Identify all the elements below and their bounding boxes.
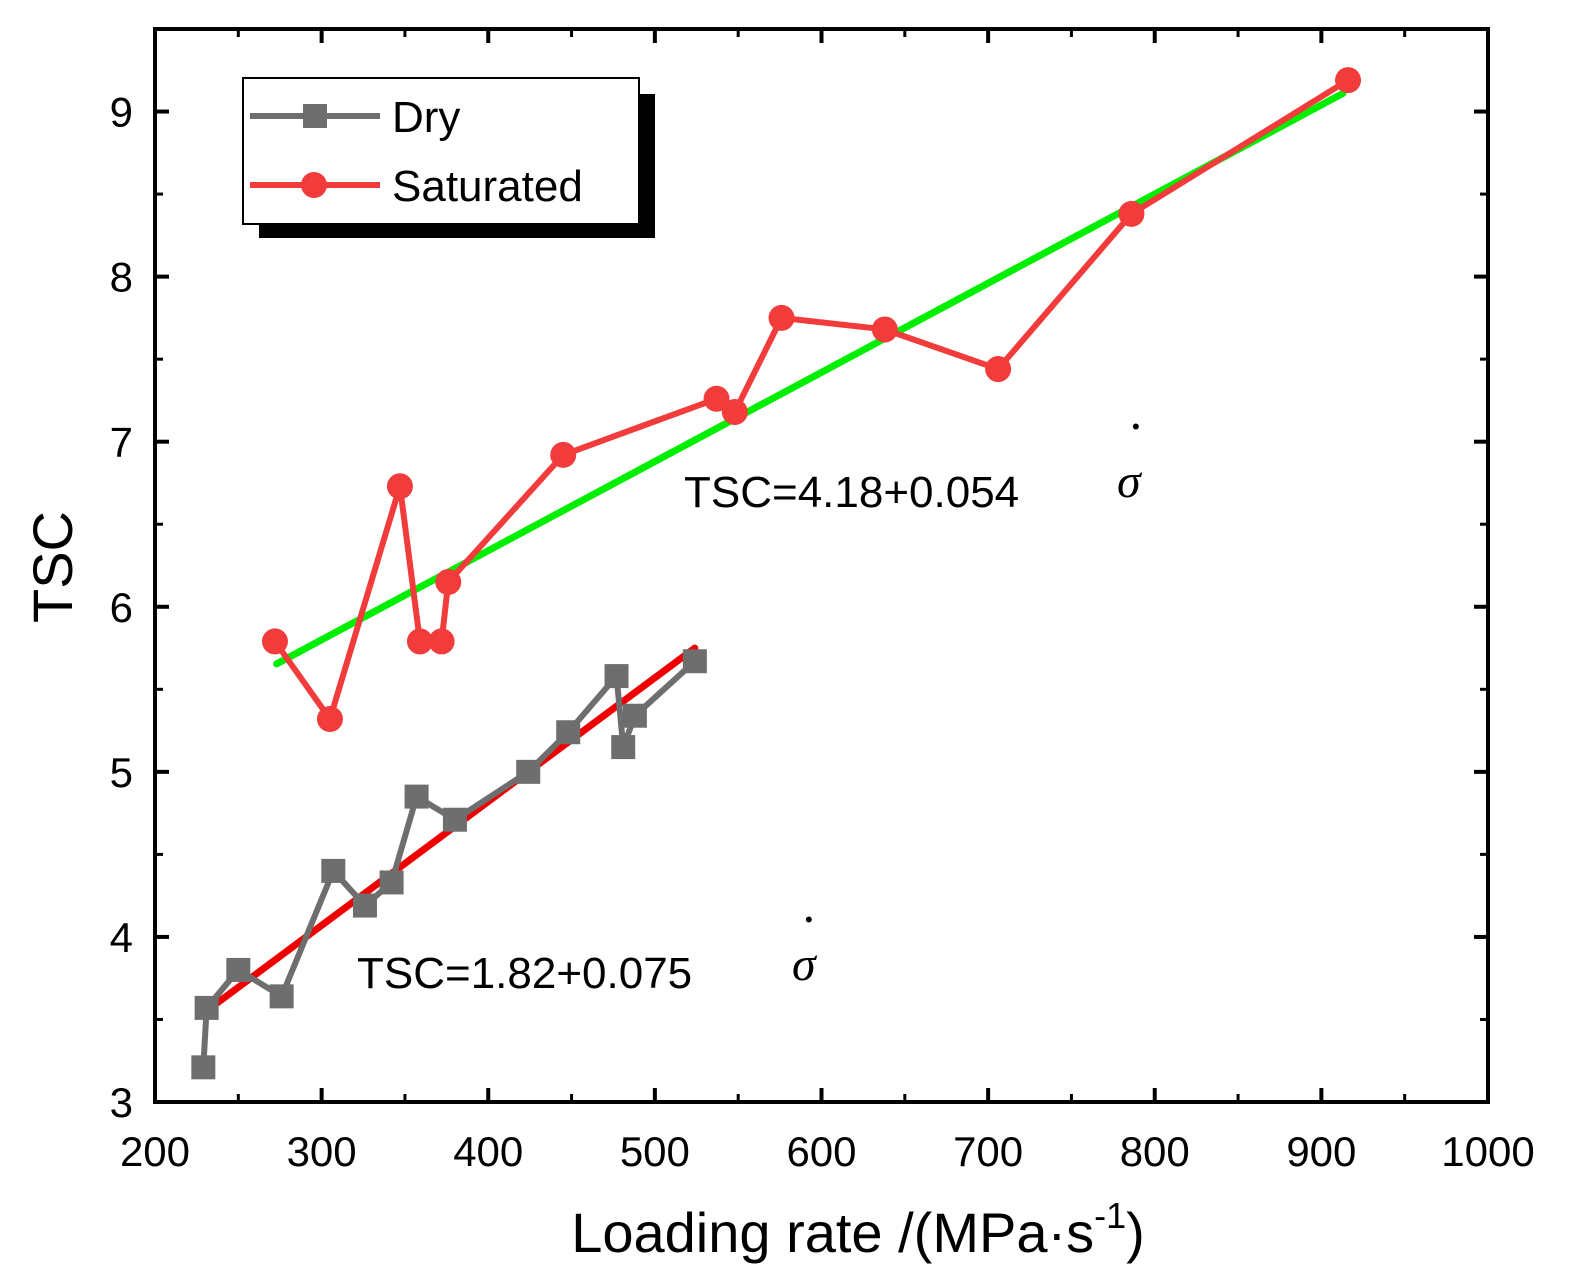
data-point-dry	[604, 664, 629, 689]
y-tick-label: 3	[110, 1079, 133, 1126]
x-axis-title: Loading rate /(MPa·s-1)	[571, 1195, 1145, 1264]
y-axis-title: TSC	[21, 511, 84, 623]
legend-saturated-label: Saturated	[392, 162, 583, 211]
annotation-saturated: TSC=4.18+0.054 σ •	[684, 414, 1143, 517]
x-tick-label: 900	[1286, 1128, 1356, 1175]
data-point-saturated	[550, 441, 577, 468]
x-axis-title-main: Loading rate /(MPa·s	[571, 1201, 1094, 1264]
annotation-dry-text: TSC=1.82+0.075	[357, 949, 692, 998]
annotation-saturated-symbol: σ	[1117, 455, 1143, 508]
annotation-saturated-text: TSC=4.18+0.054	[684, 468, 1019, 517]
series-line-saturated	[272, 77, 1350, 723]
data-point-dry	[442, 807, 467, 832]
legend-saturated-marker	[301, 172, 327, 198]
data-point-dry	[352, 893, 377, 918]
y-tick-label: 4	[110, 914, 133, 961]
data-point-dry	[379, 870, 404, 895]
x-tick-label: 1000	[1441, 1128, 1534, 1175]
data-point-dry	[556, 720, 581, 745]
data-point-dry	[269, 984, 294, 1009]
annotation-dry: TSC=1.82+0.075 σ •	[357, 907, 818, 998]
data-point-saturated	[721, 398, 748, 425]
data-point-dry	[191, 1055, 216, 1080]
fit-line-saturated	[273, 89, 1347, 668]
data-point-dry	[226, 957, 251, 982]
data-point-dry	[682, 649, 707, 674]
data-point-saturated	[768, 304, 795, 331]
data-point-dry	[404, 784, 429, 809]
data-point-dry	[622, 703, 647, 728]
x-axis-title-close: )	[1126, 1201, 1145, 1264]
axis-ticks: 200 300 400 500 600 700 800 900 1000 3 4 5 6 7 8 9	[110, 27, 1535, 1175]
data-point-saturated	[1335, 67, 1362, 94]
data-point-saturated	[1118, 200, 1145, 227]
x-axis-title-exponent: -1	[1094, 1195, 1126, 1236]
y-tick-label: 8	[110, 254, 133, 301]
x-tick-label: 700	[953, 1128, 1023, 1175]
data-point-saturated	[985, 356, 1012, 383]
annotation-saturated-dot: •	[1132, 414, 1140, 439]
legend-dry-label: Dry	[392, 93, 460, 142]
legend-dry-marker	[303, 104, 327, 128]
annotation-dry-dot: •	[805, 907, 813, 932]
x-tick-label: 300	[287, 1128, 357, 1175]
x-tick-label: 800	[1120, 1128, 1190, 1175]
y-tick-label: 5	[110, 749, 133, 796]
data-point-saturated	[435, 569, 462, 596]
legend: Dry Saturated	[242, 77, 655, 238]
data-point-dry	[611, 735, 636, 760]
data-point-dry	[321, 858, 346, 883]
data-point-saturated	[316, 706, 343, 733]
x-tick-label: 400	[453, 1128, 523, 1175]
data-point-saturated	[406, 628, 433, 655]
x-tick-label: 500	[620, 1128, 690, 1175]
data-point-saturated	[261, 628, 288, 655]
y-tick-label: 6	[110, 584, 133, 631]
x-tick-label: 600	[786, 1128, 856, 1175]
data-point-saturated	[386, 473, 413, 500]
legend-box	[242, 77, 640, 225]
y-tick-label: 9	[110, 89, 133, 136]
data-point-dry	[194, 995, 219, 1020]
data-point-dry	[516, 759, 541, 784]
data-point-saturated	[871, 316, 898, 343]
data-point-saturated	[428, 628, 455, 655]
annotation-dry-symbol: σ	[792, 938, 818, 991]
x-tick-label: 200	[120, 1128, 190, 1175]
data-series	[191, 67, 1362, 1080]
y-tick-label: 7	[110, 419, 133, 466]
data-point-saturated	[703, 385, 730, 412]
